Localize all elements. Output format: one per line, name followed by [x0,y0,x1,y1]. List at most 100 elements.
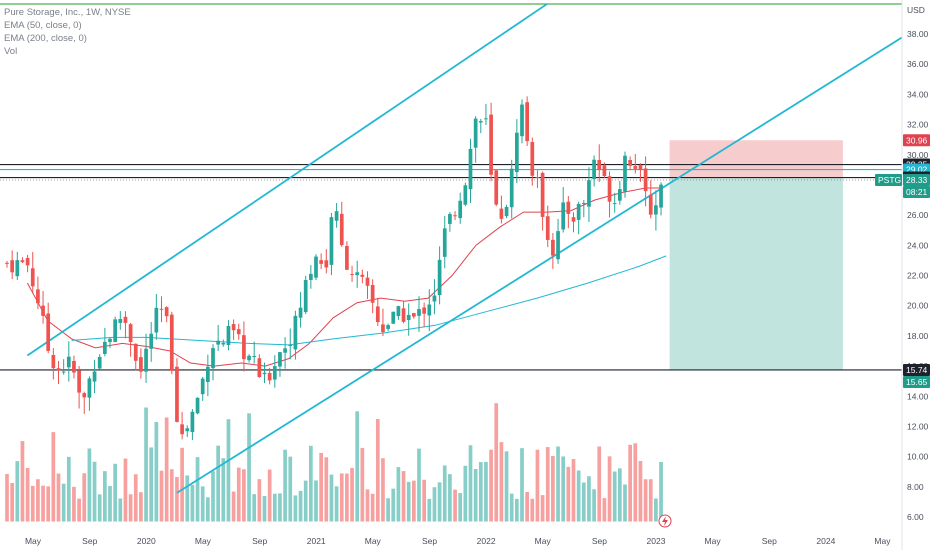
candle-body [484,118,488,120]
candle-body [602,165,607,177]
volume-bar [370,493,375,522]
volume-bar [551,455,555,522]
badge-last-bg [903,375,930,388]
chart-legend: Pure Storage, Inc., 1W, NYSE EMA (50, cl… [4,6,131,58]
price-tick-label: 36.00 [907,59,929,69]
volume-bar [15,461,20,522]
volume-bar [329,474,334,522]
candle-body [504,206,509,217]
volume-bar [334,486,339,522]
volume-bar [617,468,622,522]
candle-body [267,372,272,381]
badge-countdown: 08:21 [906,187,928,197]
volume-bar [463,465,468,522]
volume-bar [654,498,658,522]
volume-bar [303,480,308,522]
candle-body [514,132,519,173]
candle-body [164,307,169,317]
volume-bar [494,403,499,522]
candle-body [30,268,35,287]
volume-bar [293,495,298,522]
volume-bar [252,494,257,522]
volume-bar [381,458,385,522]
volume-bar [623,484,627,522]
badge-target: 15.74 [906,365,928,375]
volume-bar [56,473,61,522]
price-tick-label: 12.00 [907,421,929,431]
candle-body [252,355,257,357]
volume-bar [520,448,524,522]
volume-bar [308,445,313,522]
volume-bar [61,483,66,522]
volume-bar [458,493,463,522]
candle-body [545,216,550,240]
volume-bar [185,475,190,522]
candle-body [128,324,133,343]
candle-body [324,260,329,268]
volume-bar [25,467,30,522]
volume-bar [324,457,329,522]
badge-last: 15.65 [906,377,928,387]
candle-body [283,348,287,353]
candle-body [66,356,71,368]
volume-bar [20,441,25,522]
candle-body [195,397,200,414]
volume-bar [133,474,138,522]
volume-bar [411,480,416,522]
candle-body [463,185,468,205]
candle-body [628,160,632,166]
volume-bar [643,479,648,522]
candle-body [25,258,30,266]
volume-bar [82,473,87,522]
time-tick-label: May [705,536,722,546]
candle-body [422,307,427,314]
candle-body [370,284,375,303]
candle-body [5,262,9,264]
candle-body [159,308,164,310]
volume-bar [77,498,81,522]
candle-body [442,228,447,257]
candle-body [77,370,81,393]
candle-body [638,165,643,171]
candle-body [144,348,148,372]
candle-body [339,213,344,246]
volume-bar [489,449,493,522]
candle-body [97,356,102,369]
trend-line-2[interactable] [176,33,908,494]
trend-line-1[interactable] [26,3,548,357]
volume-bar [587,476,591,522]
candle-body [566,201,571,214]
volume-bar [648,479,653,522]
candle-body [406,314,411,320]
time-tick-label: May [365,536,382,546]
volume-bar [432,487,437,522]
candle-body [375,306,380,323]
symbol-badge-bg [875,173,902,186]
time-tick-label: 2023 [647,536,666,546]
volume-bar [535,449,540,522]
price-tick-label: 26.00 [907,210,929,220]
volume-bar [128,494,133,522]
volume-bar [195,457,200,522]
ema200-line[interactable] [71,255,667,346]
candle-body [20,260,25,263]
volume-bar [602,498,607,522]
volume-bar [350,468,354,522]
candle-body [417,309,421,316]
price-tick-label: 38.00 [907,29,929,39]
legend-ema200: EMA (200, close, 0) [4,33,87,44]
volume-bar [448,474,452,522]
price-tick-label: 18.00 [907,331,929,341]
volume-bar [139,492,143,522]
legend-ema50: EMA (50, close, 0) [4,20,82,31]
legend-title: Pure Storage, Inc., 1W, NYSE [4,7,131,18]
candle-body [82,393,87,398]
volume-bar [345,473,349,522]
volume-bar [108,485,112,522]
volume-bar [556,446,560,522]
candle-body [499,208,504,219]
stop-loss-zone[interactable] [669,140,843,178]
take-profit-zone[interactable] [669,177,843,370]
